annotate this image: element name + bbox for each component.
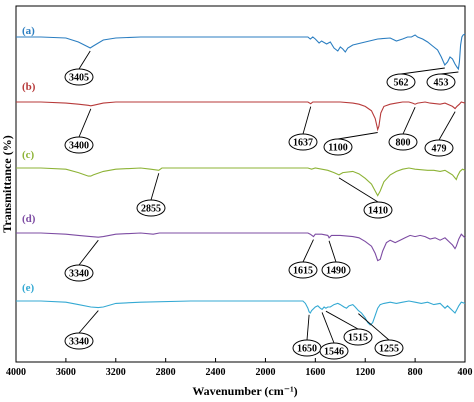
- callout-bubble: [386, 73, 416, 91]
- callout-layer: 3405 562 453 3400 1637 1100 800 479 2855 1410 3340…: [64, 50, 459, 360]
- callout-bubble: [288, 261, 318, 279]
- peak-label: 479: [432, 144, 447, 155]
- callout-leader: [302, 239, 314, 263]
- callout-leader: [321, 312, 335, 344]
- callout-leader: [78, 310, 99, 334]
- x-tick-label: 400: [458, 367, 473, 378]
- x-tick-label: 2400: [206, 367, 226, 378]
- callout-leader: [302, 106, 312, 135]
- callout-bubble: [374, 339, 404, 357]
- callout-bubble: [321, 261, 351, 279]
- peak-label: 3340: [69, 269, 89, 280]
- peak-label: 1650: [297, 344, 317, 355]
- peak-label: 1637: [293, 138, 313, 149]
- callout-bubble: [288, 133, 318, 151]
- series-layer: (a) (b) (c) (d) (e): [16, 25, 466, 326]
- callout-bubble: [343, 328, 373, 346]
- series-label-3: (c): [22, 149, 35, 161]
- series-line-2: [16, 101, 466, 132]
- x-tick-label: 4000: [6, 367, 26, 378]
- series-label-5: (e): [22, 282, 35, 294]
- callout-leader: [78, 239, 99, 266]
- callout-leader: [328, 240, 337, 263]
- callout-leader: [78, 50, 91, 70]
- x-axis-title: Wavenumber (cm⁻¹): [192, 384, 297, 398]
- peak-label: 3340: [69, 337, 89, 348]
- callout-bubble: [323, 138, 353, 156]
- peak-label: 1515: [348, 333, 368, 344]
- callout-bubble: [136, 199, 166, 217]
- callout-bubble: [319, 342, 349, 360]
- plot-frame: [15, 5, 466, 363]
- callout-bubble: [363, 201, 393, 219]
- peak-label: 1615: [293, 266, 313, 277]
- x-tick-label: 3600: [56, 367, 76, 378]
- x-tick-label: 800: [408, 367, 423, 378]
- peak-label: 1255: [379, 344, 399, 355]
- callout-leader: [438, 111, 456, 141]
- callout-bubble: [64, 332, 94, 350]
- peak-label: 1546: [324, 347, 344, 358]
- series-line-4: [16, 232, 466, 262]
- peak-label: 1100: [328, 143, 347, 154]
- peak-label: 3400: [69, 141, 89, 152]
- series-label-1: (a): [22, 25, 35, 37]
- peak-label: 2855: [141, 204, 161, 215]
- callout-bubble: [388, 133, 418, 151]
- peak-label: 562: [394, 78, 409, 89]
- callout-leader: [358, 313, 390, 341]
- x-tick-label: 2000: [255, 367, 275, 378]
- peak-label: 1490: [326, 266, 346, 277]
- x-axis-ticks: 4000 3600 3200 2800 2400 2000 1600 1200 800 400: [6, 358, 473, 378]
- series-line-3: [16, 167, 466, 197]
- callout-bubble: [64, 68, 94, 86]
- peak-label: 800: [396, 138, 411, 149]
- series-label-4: (d): [22, 213, 36, 225]
- peak-label: 453: [434, 78, 449, 89]
- peak-label: 3405: [69, 73, 89, 84]
- y-axis-title: Transmittance (%): [0, 135, 14, 232]
- x-tick-label: 1600: [305, 367, 325, 378]
- series-line-5: [16, 300, 466, 326]
- x-tick-label: 1200: [355, 367, 375, 378]
- callout-bubble: [426, 73, 456, 91]
- callout-bubble: [424, 139, 454, 157]
- callout-leader: [400, 67, 445, 75]
- series-label-2: (b): [22, 81, 36, 93]
- series-line-1: [16, 33, 466, 71]
- callout-leader: [150, 173, 160, 201]
- callout-leader: [338, 177, 379, 203]
- callout-bubble: [64, 136, 94, 154]
- x-tick-label: 3200: [106, 367, 126, 378]
- callout-leader: [78, 108, 92, 138]
- callout-leader: [306, 314, 310, 341]
- callout-leader: [337, 132, 378, 140]
- callout-leader: [325, 310, 359, 330]
- callout-leader: [402, 107, 416, 135]
- peak-label: 1410: [368, 206, 388, 217]
- callout-bubble: [64, 264, 94, 282]
- x-tick-label: 2800: [156, 367, 176, 378]
